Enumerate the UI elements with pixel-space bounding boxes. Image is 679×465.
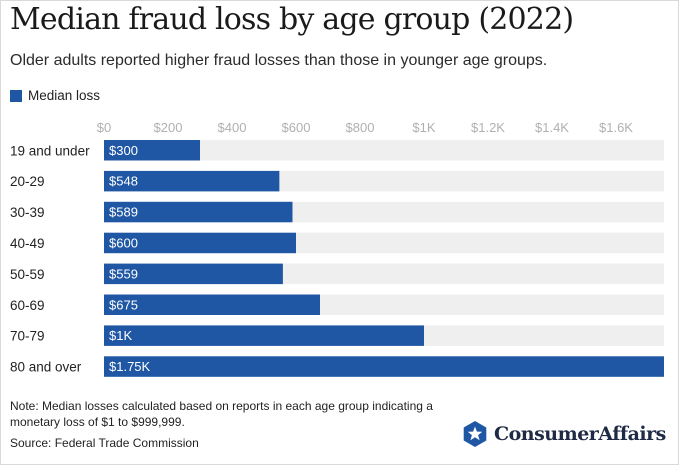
category-label: 20-29 [10,174,45,189]
bar-value-label: $1.75K [109,359,151,374]
bar-chart: $0 $200 $400 $600 $800 $1K $1.2K $1.4K $1.6K 19 a… [10,120,664,377]
bar [104,325,424,346]
x-tick-label: $1.6K [599,120,633,135]
chart-title: Median fraud loss by age group (2022) [10,2,574,37]
source-line: Source: Federal Trade Commission [10,436,199,450]
category-label: 50-59 [10,267,45,282]
bar-value-label: $600 [109,235,138,250]
category-label: 30-39 [10,205,45,220]
footnote: Note: Median losses calculated based on … [10,399,433,429]
x-tick-label: $1.2K [471,120,505,135]
x-tick-label: $400 [218,120,247,135]
star-badge-icon [463,421,487,447]
bar-value-label: $300 [109,143,138,158]
x-tick-label: $800 [346,120,375,135]
bar [104,356,664,377]
bar-value-label: $559 [109,266,138,281]
bar [104,263,283,285]
category-label: 60-69 [10,298,45,313]
x-tick-label: $0 [97,120,111,135]
x-tick-label: $200 [154,120,183,135]
bar-value-label: $589 [109,205,138,220]
bar [104,170,280,192]
category-label: 40-49 [10,236,45,251]
category-label: 19 and under [10,143,90,158]
category-label: 80 and over [10,360,82,375]
legend: Median loss [10,88,100,103]
bar [104,201,293,223]
legend-label: Median loss [28,88,101,103]
legend-swatch [10,89,22,102]
bar-value-label: $548 [109,174,138,189]
x-tick-label: $1K [412,120,435,135]
bar-value-label: $1K [109,328,132,343]
consumeraffairs-logo: ConsumerAffairs [461,420,666,448]
bar [104,140,200,161]
x-tick-label: $1.4K [535,120,569,135]
bar [104,232,296,254]
bar [104,294,320,315]
chart-subtitle: Older adults reported higher fraud losse… [10,52,548,69]
brand-name: ConsumerAffairs [494,423,666,445]
category-label: 70-79 [10,329,45,344]
x-tick-label: $600 [282,120,311,135]
bar-value-label: $675 [109,297,138,312]
bar-track [104,140,664,161]
